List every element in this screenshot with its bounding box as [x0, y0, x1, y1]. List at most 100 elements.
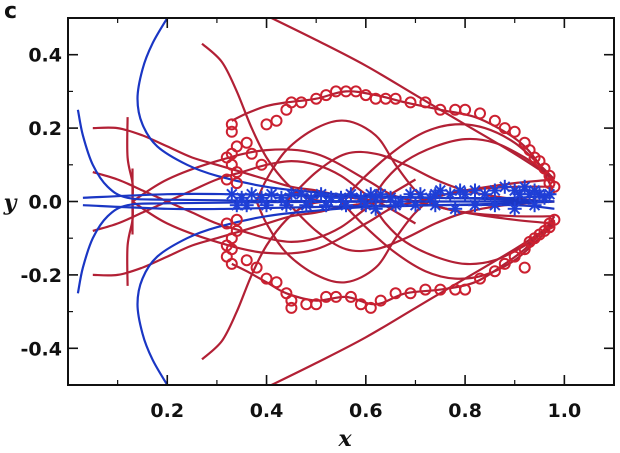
trajectory-curve-19: [340, 200, 556, 280]
circle-marker: [548, 180, 561, 193]
circle-marker: [225, 118, 238, 131]
circle-marker: [349, 85, 362, 98]
trajectory-curve-17: [369, 200, 556, 266]
x-tick-label: 0.8: [448, 400, 482, 422]
circle-marker: [344, 290, 357, 303]
circle-marker: [260, 118, 273, 131]
circle-marker: [498, 257, 511, 270]
circle-marker: [260, 272, 273, 285]
trajectory-curve-7: [126, 117, 134, 286]
circle-marker: [474, 272, 486, 285]
circle-marker: [548, 213, 561, 226]
circle-marker: [300, 298, 313, 311]
circle-marker: [230, 177, 243, 190]
circle-marker: [389, 287, 402, 300]
circle-marker: [419, 96, 432, 109]
circle-marker: [270, 276, 283, 289]
circle-marker: [364, 301, 377, 314]
y-tick-label: -0.2: [20, 265, 62, 287]
circle-marker: [230, 224, 243, 237]
circle-marker: [518, 261, 531, 274]
circle-marker: [419, 283, 432, 296]
axis-tick-labels: 0.2 0.4 0.6 0.8 1.0 -0.4 -0.2 0.0 0.2 0.4: [20, 45, 581, 422]
panel-label: c: [4, 0, 17, 24]
circle-marker: [354, 298, 367, 311]
circle-marker: [310, 92, 323, 105]
circle-marker: [270, 114, 283, 127]
circle-marker: [310, 298, 323, 311]
circle-marker: [488, 114, 501, 127]
trajectory-curve-1: [92, 200, 391, 277]
asterisk-marker: [443, 187, 458, 202]
trajectory-curve-12: [231, 90, 556, 195]
asterisk-marker: [339, 198, 353, 213]
circle-marker: [240, 254, 253, 267]
circle-marker: [508, 125, 521, 138]
asterisk-marker: [319, 198, 334, 213]
circle-marker: [434, 283, 447, 296]
circle-marker: [404, 96, 417, 109]
circle-marker: [474, 107, 486, 120]
circle-marker: [434, 103, 447, 116]
circle-marker: [330, 290, 342, 303]
circle-marker: [225, 125, 238, 138]
circle-marker: [320, 89, 333, 102]
circle-marker: [449, 283, 462, 296]
circle-marker: [240, 136, 253, 149]
circle-marker: [220, 173, 233, 186]
circle-marker: [459, 283, 472, 296]
asterisk-marker: [542, 187, 557, 202]
trajectory-curve-23: [76, 200, 540, 294]
asterisk-marker: [254, 190, 269, 205]
y-tick-label: 0.2: [28, 118, 62, 140]
circle-marker: [359, 89, 372, 102]
y-axis-label: y: [3, 190, 19, 216]
asterisk-marker: [408, 198, 423, 213]
trajectory-curve-10: [255, 119, 555, 218]
circle-marker: [295, 96, 308, 109]
circle-marker: [250, 261, 263, 274]
circle-marker: [245, 147, 258, 160]
asterisk-marker: [299, 198, 314, 213]
x-tick-label: 0.4: [250, 400, 284, 422]
asterisk-marker: [279, 198, 294, 213]
asterisk-marker: [239, 198, 254, 213]
circle-marker: [285, 294, 298, 307]
trajectory-curve-14: [285, 150, 555, 203]
asterisk-marker: [368, 201, 383, 216]
circle-marker: [374, 294, 387, 307]
trajectory-curve-26: [82, 192, 555, 200]
circle-marker: [459, 103, 472, 116]
asterisk-marker: [487, 198, 502, 213]
x-tick-label: 0.6: [349, 400, 383, 422]
circle-marker: [220, 217, 233, 230]
asterisk-marker: [428, 198, 443, 213]
asterisk-marker: [284, 187, 299, 202]
trajectory-curve-3: [92, 159, 417, 232]
trajectory-curve-24: [136, 18, 555, 203]
asterisk-marker: [388, 198, 403, 213]
circle-marker: [389, 92, 402, 105]
marker-layer: [220, 85, 561, 314]
trajectory-curve-2: [92, 171, 417, 244]
trajectory-curve-22: [76, 109, 540, 203]
x-tick-label: 0.2: [150, 400, 184, 422]
asterisk-marker: [507, 201, 522, 216]
circle-marker: [255, 158, 268, 171]
y-tick-label: -0.4: [20, 338, 62, 360]
x-axis-label: x: [337, 426, 352, 452]
trajectory-curve-13: [231, 215, 556, 306]
axis-ticks: [68, 18, 614, 385]
trajectory-curve-25: [136, 200, 555, 385]
y-tick-label: 0.0: [28, 192, 62, 214]
circle-marker: [404, 287, 417, 300]
circle-marker: [498, 122, 511, 135]
x-tick-label: 1.0: [548, 400, 582, 422]
asterisk-marker: [468, 198, 482, 213]
trajectory-curve-21: [269, 222, 556, 385]
circle-marker: [488, 265, 501, 278]
circle-marker: [543, 169, 556, 182]
trajectory-curve-20: [269, 18, 556, 181]
asterisk-marker: [448, 201, 463, 216]
